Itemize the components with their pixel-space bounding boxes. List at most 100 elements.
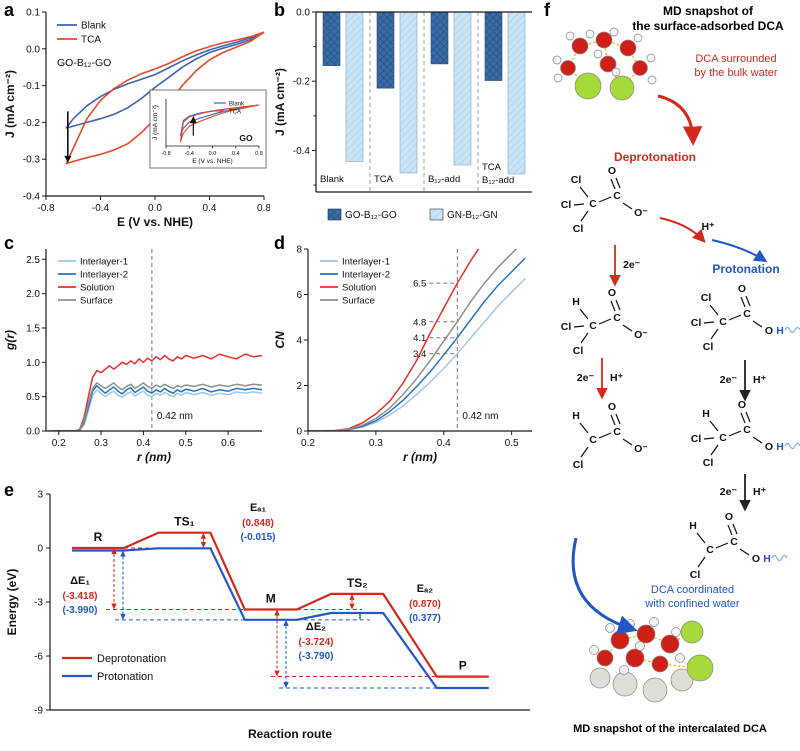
svg-text:Blank: Blank xyxy=(81,21,107,32)
confined-line-2: with confined water xyxy=(645,598,740,611)
svg-text:2e⁻: 2e⁻ xyxy=(720,486,738,498)
svg-text:H: H xyxy=(702,408,710,420)
svg-text:ΔE₁: ΔE₁ xyxy=(70,575,90,587)
svg-text:C: C xyxy=(719,316,727,328)
svg-text:(0.848): (0.848) xyxy=(242,518,274,529)
panel-e-energy-diagram: 3 0 -3 -6 -9 R TS₁ M TS₂ P Eₐ₁ (0.848) (-0.015) ΔE₁ (-… xyxy=(0,480,540,751)
svg-text:Surface: Surface xyxy=(80,296,113,307)
svg-text:TS₂: TS₂ xyxy=(347,576,368,590)
svg-text:Solution: Solution xyxy=(80,283,114,294)
svg-text:H: H xyxy=(776,325,784,337)
svg-text:g(r): g(r) xyxy=(3,330,17,351)
svg-text:0.2: 0.2 xyxy=(52,438,66,449)
svg-text:C: C xyxy=(613,426,621,438)
svg-text:C: C xyxy=(719,432,727,444)
cv-chart-graphic: -0.8 -0.4 0.0 0.4 0.8-0.4-0.3-0.2-0.10.00.1B… xyxy=(3,8,270,230)
energy-diagram-graphic: 3 0 -3 -6 -9 R TS₁ M TS₂ P Eₐ₁ (0.848) (-0.015) ΔE₁ (-… xyxy=(5,490,530,741)
svg-text:0.42 nm: 0.42 nm xyxy=(157,411,193,422)
svg-text:M: M xyxy=(266,592,276,606)
svg-text:H: H xyxy=(572,296,580,308)
svg-text:O⁻: O⁻ xyxy=(634,329,648,341)
svg-text:-9: -9 xyxy=(34,706,43,717)
svg-text:C: C xyxy=(743,424,751,436)
svg-text:O: O xyxy=(765,441,773,453)
svg-text:Cl: Cl xyxy=(573,223,584,235)
svg-text:O: O xyxy=(738,283,746,295)
confined-water-note: DCA coordinated with confined water xyxy=(600,583,785,611)
svg-text:0.5: 0.5 xyxy=(179,438,193,449)
svg-text:0.8: 0.8 xyxy=(255,151,263,157)
svg-text:-0.4: -0.4 xyxy=(185,151,194,157)
svg-text:Cl: Cl xyxy=(701,292,712,304)
svg-text:Cl: Cl xyxy=(703,341,714,353)
svg-text:TS₁: TS₁ xyxy=(174,515,194,529)
svg-text:Eₐ₂: Eₐ₂ xyxy=(417,583,433,595)
svg-text:0.5: 0.5 xyxy=(505,438,519,449)
svg-text:(0.377): (0.377) xyxy=(409,613,441,624)
svg-text:4.1: 4.1 xyxy=(413,333,426,344)
svg-text:C: C xyxy=(613,312,621,324)
panel-d-cn-chart: 0.2 0.3 0.4 0.5 0 2 4 6 8 Interlayer-1 Interlayer-… xyxy=(270,233,540,480)
svg-text:0.0: 0.0 xyxy=(209,151,217,157)
svg-text:Deprotonation: Deprotonation xyxy=(97,653,166,665)
svg-text:1.5: 1.5 xyxy=(26,323,40,334)
svg-text:0.2: 0.2 xyxy=(301,438,315,449)
svg-text:2.5: 2.5 xyxy=(26,255,40,266)
svg-text:Surface: Surface xyxy=(342,296,375,307)
svg-text:Cl: Cl xyxy=(571,174,582,186)
svg-text:C: C xyxy=(589,198,597,210)
svg-text:H: H xyxy=(763,553,771,565)
svg-text:H: H xyxy=(572,410,580,422)
svg-text:4.8: 4.8 xyxy=(413,317,426,328)
svg-text:O: O xyxy=(608,165,616,177)
svg-text:Protonation: Protonation xyxy=(97,671,153,683)
svg-text:-0.4: -0.4 xyxy=(293,146,311,157)
svg-text:C: C xyxy=(589,320,597,332)
svg-text:Cl: Cl xyxy=(573,459,584,471)
panel-a-cv-chart: -0.8 -0.4 0.0 0.4 0.8 -0.4 -0.3 -0.2 -0.1 0.0 0.1 B… xyxy=(0,0,270,233)
svg-text:0.1: 0.1 xyxy=(26,8,40,19)
svg-text:Interlayer-1: Interlayer-1 xyxy=(342,257,390,268)
svg-text:-3: -3 xyxy=(34,598,43,609)
svg-text:O: O xyxy=(608,287,616,299)
svg-text:Energy (eV): Energy (eV) xyxy=(5,569,19,636)
svg-text:TCA: TCA xyxy=(374,174,394,185)
svg-text:-0.4: -0.4 xyxy=(23,192,41,203)
svg-text:(-0.015): (-0.015) xyxy=(240,532,275,543)
svg-text:(0.870): (0.870) xyxy=(409,599,441,610)
svg-text:E (V vs. NHE): E (V vs. NHE) xyxy=(192,158,232,165)
md-snapshot-top-title: MD snapshot of the surface-adsorbed DCA xyxy=(620,4,796,35)
svg-text:(-3.990): (-3.990) xyxy=(62,605,97,616)
protonation-label: Protonation xyxy=(712,262,780,276)
confined-line-1: DCA coordinated xyxy=(650,584,735,596)
svg-text:0.0: 0.0 xyxy=(148,203,162,214)
svg-text:(-3.418): (-3.418) xyxy=(62,591,97,602)
svg-text:Blank: Blank xyxy=(320,174,344,185)
svg-text:O: O xyxy=(765,325,773,337)
svg-text:Eₐ₁: Eₐ₁ xyxy=(250,502,266,514)
svg-text:H⁺: H⁺ xyxy=(701,221,715,233)
panel-b-label: b xyxy=(274,0,285,20)
svg-text:8: 8 xyxy=(296,245,302,256)
svg-text:O⁻: O⁻ xyxy=(634,207,648,219)
panel-c-label: c xyxy=(4,233,15,253)
svg-text:O: O xyxy=(738,399,746,411)
svg-text:0.0: 0.0 xyxy=(296,8,310,19)
svg-text:GO-B₁₂-GO: GO-B₁₂-GO xyxy=(57,57,111,69)
svg-text:0.3: 0.3 xyxy=(94,438,108,449)
svg-text:1.0: 1.0 xyxy=(26,358,40,369)
svg-text:C: C xyxy=(730,536,738,548)
svg-text:J (mA cm⁻²): J (mA cm⁻²) xyxy=(152,105,159,140)
svg-text:C: C xyxy=(589,434,597,446)
svg-text:2e⁻: 2e⁻ xyxy=(577,372,595,384)
panel-d-label: d xyxy=(274,233,285,253)
svg-text:J (mA cm⁻²): J (mA cm⁻²) xyxy=(3,70,17,138)
svg-text:TCA: TCA xyxy=(81,35,101,46)
svg-text:E (V vs. NHE): E (V vs. NHE) xyxy=(117,215,193,229)
svg-text:-0.2: -0.2 xyxy=(293,77,311,88)
svg-text:Cl: Cl xyxy=(703,457,714,469)
bar-chart-graphic: 0.0 -0.2 -0.4 Blank TCA B₁₂-add TCA B₁₂-add GO-B… xyxy=(273,8,532,221)
svg-text:H⁺: H⁺ xyxy=(753,374,767,386)
md-snapshot-bottom-caption: MD snapshot of the intercalated DCA xyxy=(573,723,767,735)
